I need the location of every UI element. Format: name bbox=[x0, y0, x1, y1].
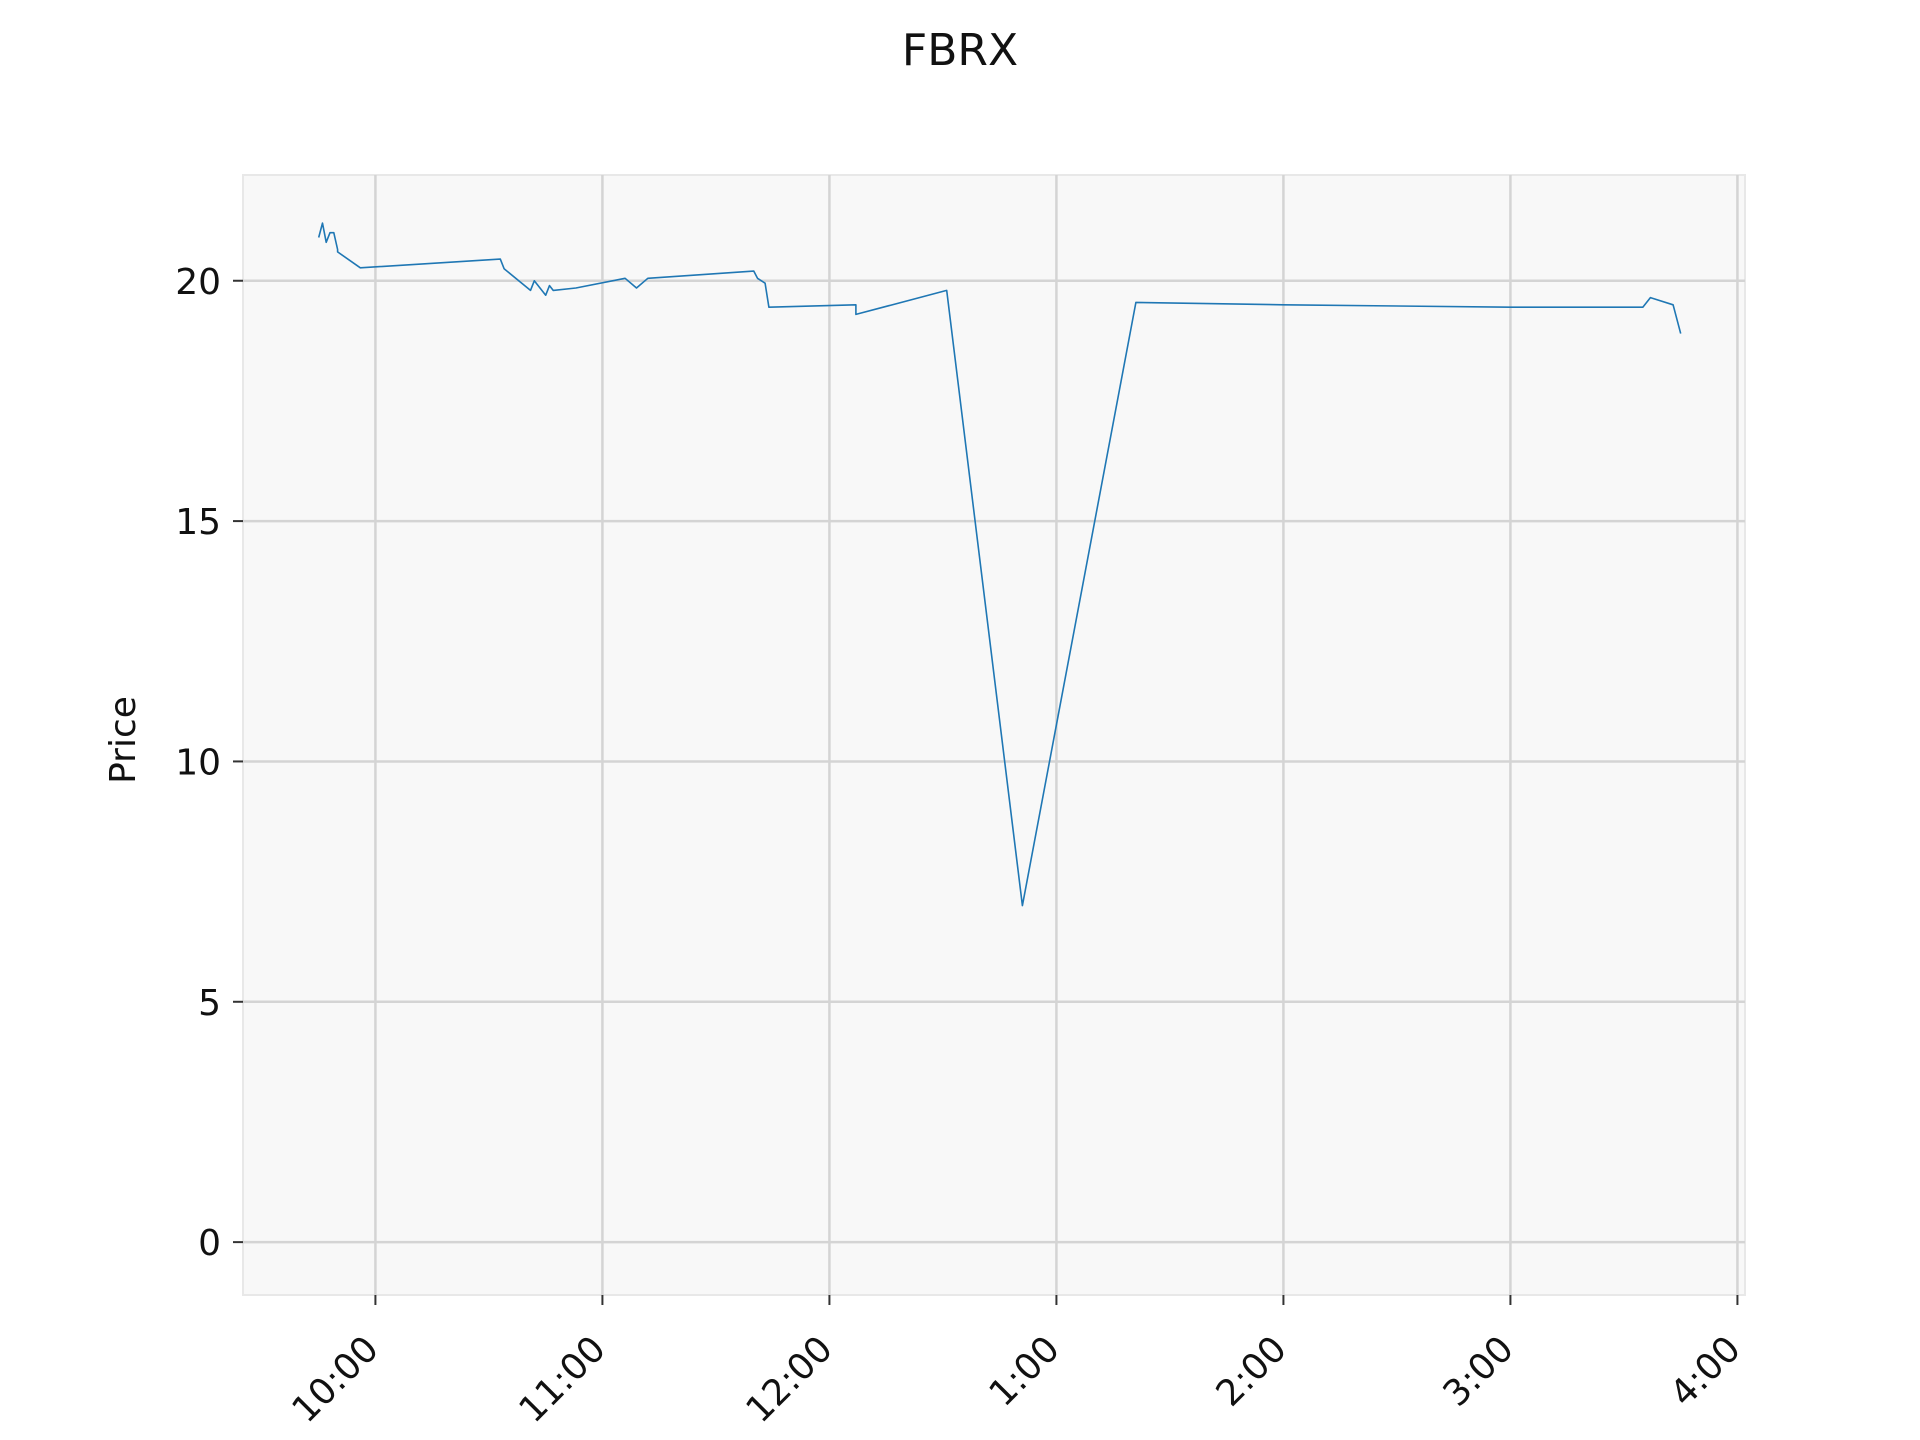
chart-title: FBRX bbox=[902, 25, 1018, 76]
series-layer bbox=[317, 222, 1682, 907]
x-tick-label: 10:00 bbox=[284, 1329, 386, 1431]
x-tick-label: 2:00 bbox=[1209, 1329, 1295, 1415]
x-tick-label: 4:00 bbox=[1663, 1329, 1749, 1415]
series-line-0 bbox=[317, 222, 1682, 907]
plot-area bbox=[242, 174, 1746, 1296]
y-axis-label: Price bbox=[103, 696, 144, 784]
y-tick-label: 10 bbox=[175, 742, 221, 783]
x-tick-label: 1:00 bbox=[982, 1329, 1068, 1415]
y-tick-label: 20 bbox=[175, 262, 221, 303]
x-tick-label: 12:00 bbox=[738, 1329, 840, 1431]
x-tick-label: 3:00 bbox=[1436, 1329, 1522, 1415]
y-tick-label: 0 bbox=[198, 1223, 221, 1264]
y-tick-label: 15 bbox=[175, 502, 221, 543]
gridlines bbox=[243, 175, 1745, 1295]
y-tick-label: 5 bbox=[198, 983, 221, 1024]
x-tick-label: 11:00 bbox=[511, 1329, 613, 1431]
